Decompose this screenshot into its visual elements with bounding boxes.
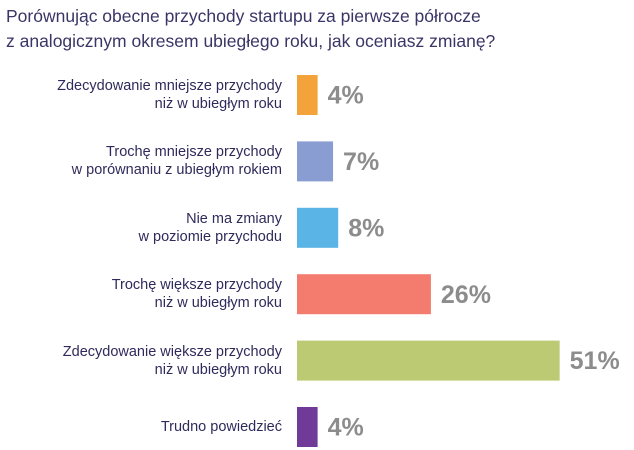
category-label: Zdecydowanie większe przychody niż w ubi… xyxy=(62,343,282,378)
value-label: 4% xyxy=(328,82,364,110)
category-label: Nie ma zmiany w poziomie przychodu xyxy=(138,210,282,245)
value-label: 7% xyxy=(343,148,379,176)
bar xyxy=(297,340,560,381)
category-label: Trochę mniejsze przychody w porównaniu z… xyxy=(71,144,282,179)
category-label: Zdecydowanie mniejsze przychody niż w ub… xyxy=(57,78,282,112)
category-label: Trochę większe przychody niż w ubiegłym … xyxy=(111,277,282,312)
value-label: 26% xyxy=(441,281,491,309)
bar xyxy=(297,207,339,248)
bar xyxy=(297,407,318,447)
value-label: 51% xyxy=(570,347,620,375)
bar xyxy=(297,75,318,115)
bar xyxy=(297,141,334,182)
value-label: 8% xyxy=(348,214,384,242)
chart-title: Porównując obecne przychody startupu za … xyxy=(6,6,496,51)
bar xyxy=(297,274,431,315)
value-label: 4% xyxy=(328,414,364,442)
category-label: Trudno powiedzieć xyxy=(160,419,282,435)
